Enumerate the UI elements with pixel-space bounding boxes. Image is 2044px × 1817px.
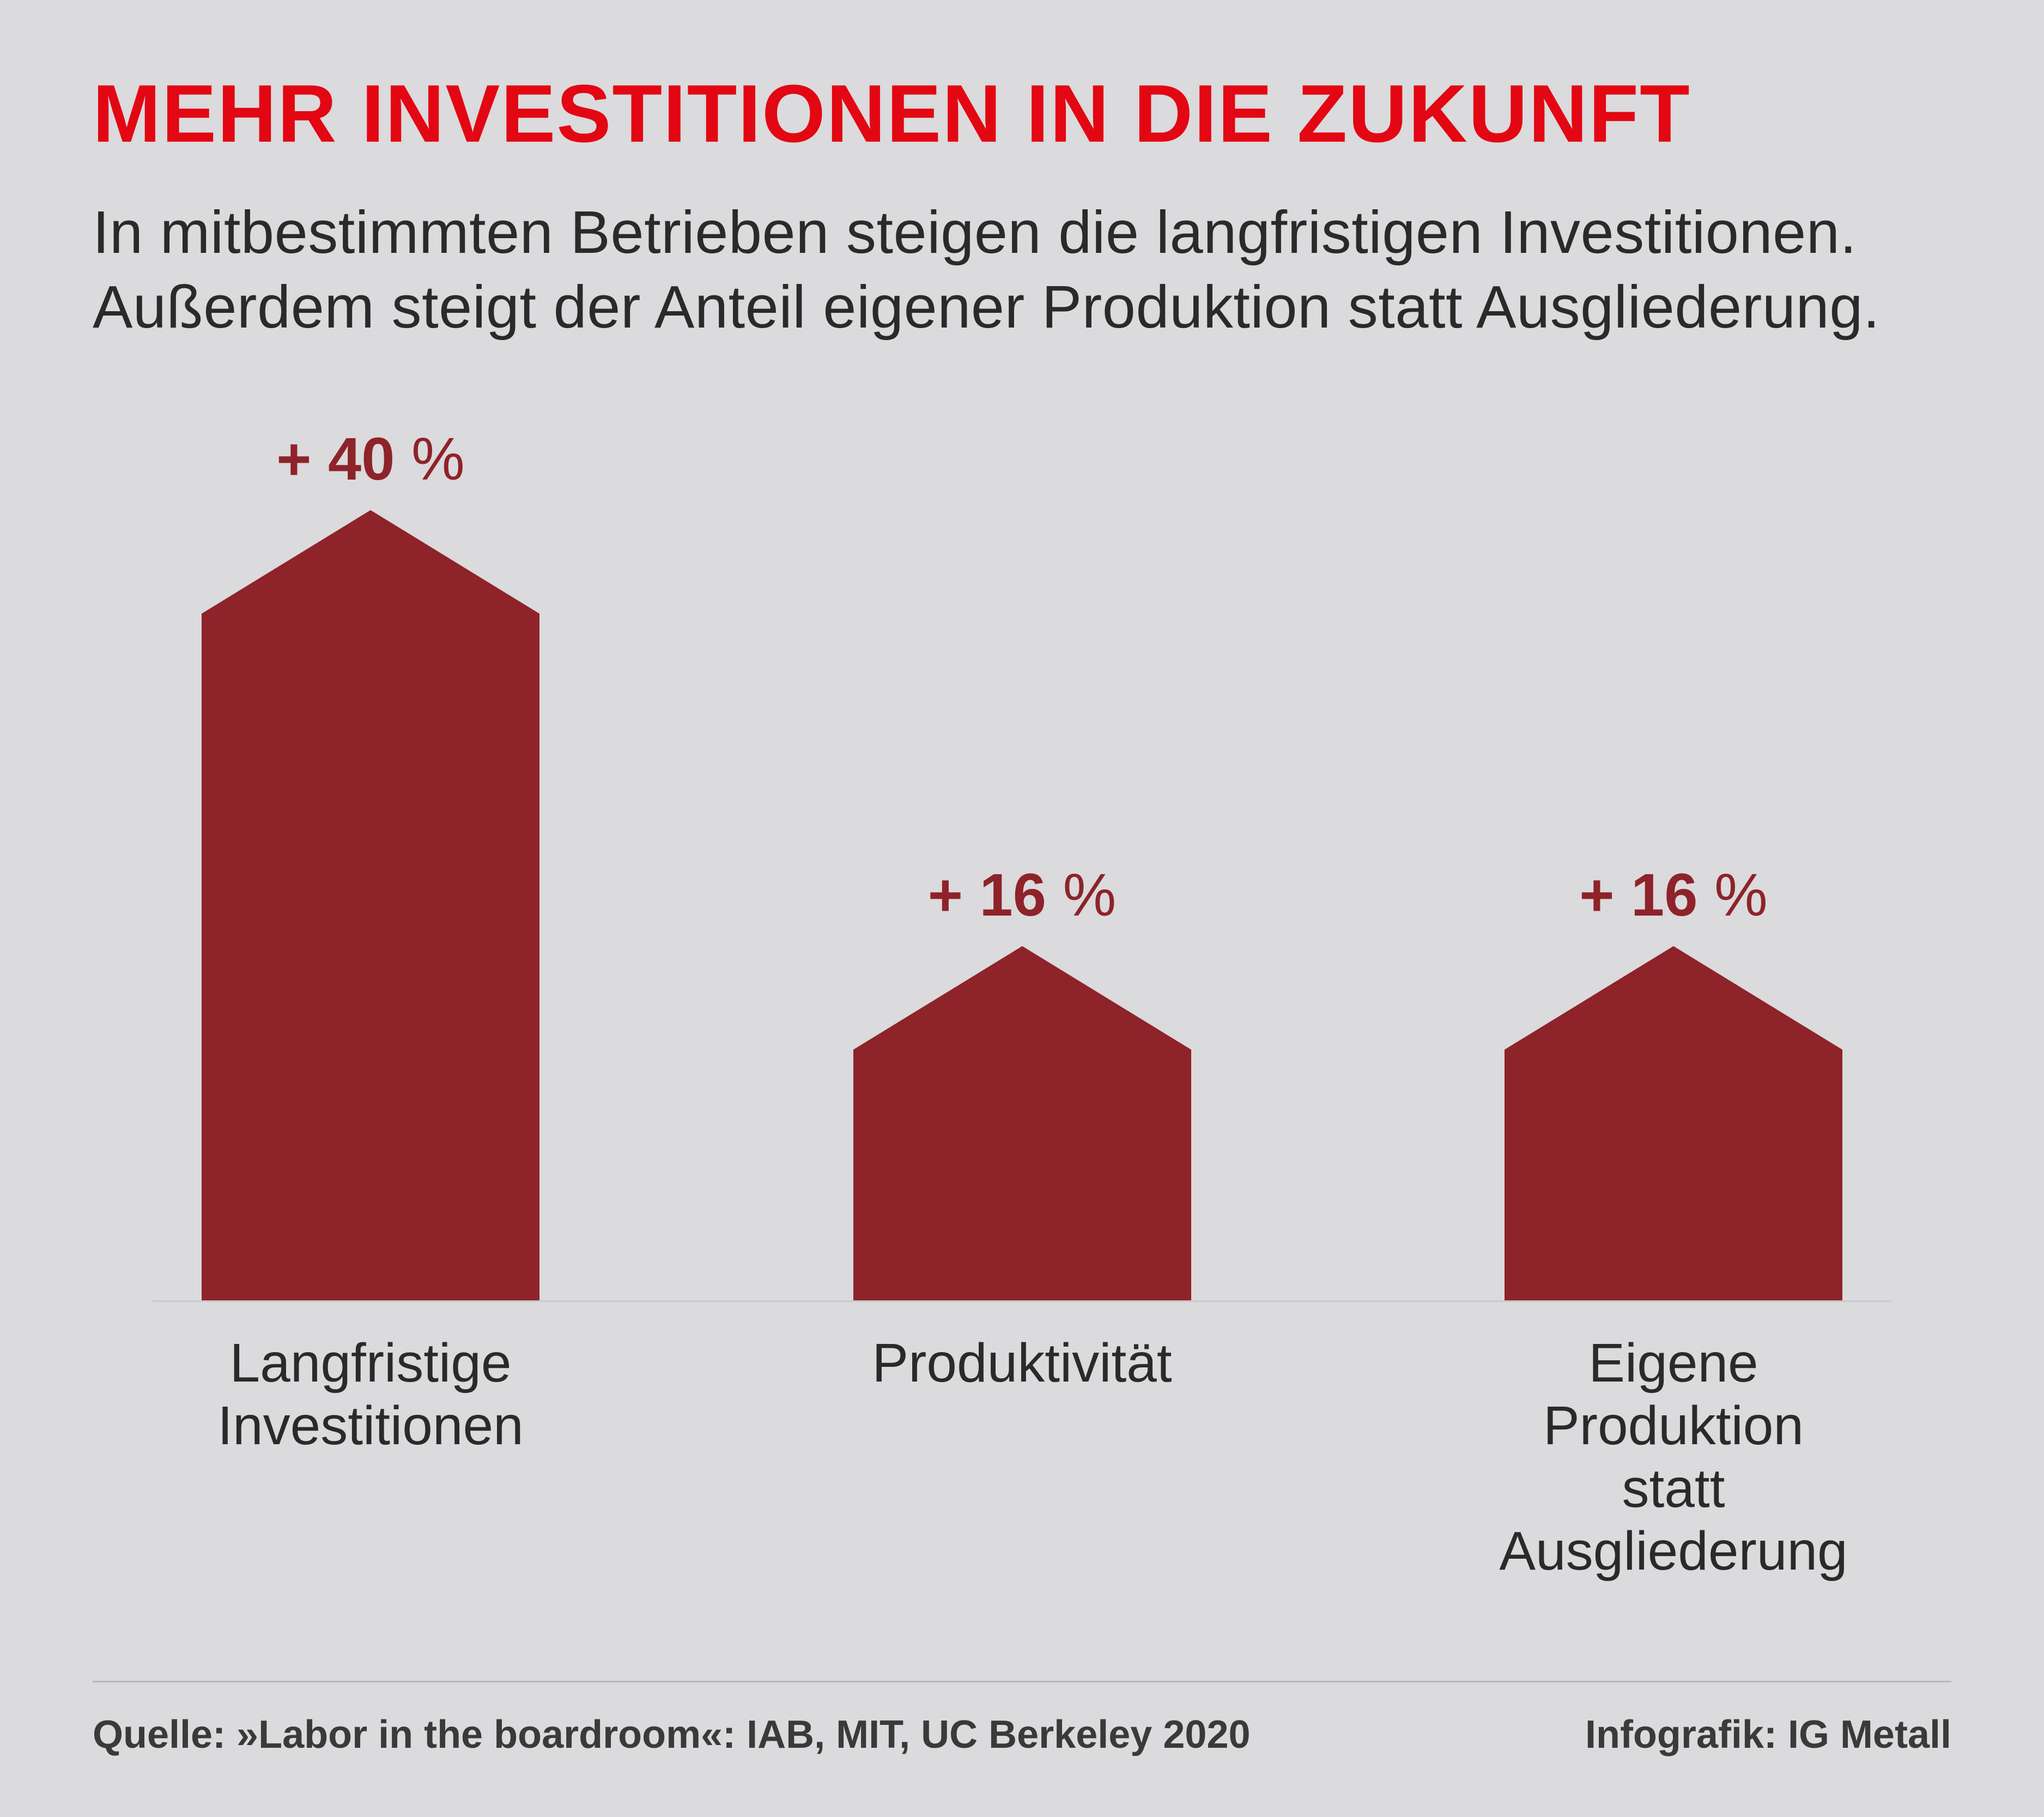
bar-value-percent-1: % bbox=[1046, 862, 1116, 929]
bar-value-number-0: + 40 bbox=[276, 426, 395, 493]
bar-value-2: + 16 % bbox=[1579, 861, 1768, 930]
bar-value-1: + 16 % bbox=[928, 861, 1117, 930]
bar-col-1: + 16 % bbox=[804, 861, 1240, 1300]
bars-row: + 40 % + 16 % + 16 % bbox=[153, 385, 1891, 1302]
house-icon bbox=[853, 946, 1191, 1300]
house-icon bbox=[1505, 946, 1842, 1300]
bar-col-2: + 16 % bbox=[1455, 861, 1891, 1300]
bar-value-number-1: + 16 bbox=[928, 862, 1046, 929]
page-title: MEHR INVESTITIONEN IN DIE ZUKUNFT bbox=[93, 71, 1951, 157]
credit-text: Infografik: IG Metall bbox=[1585, 1712, 1951, 1757]
bar-value-number-2: + 16 bbox=[1579, 862, 1697, 929]
footer: Quelle: »Labor in the boardroom«: IAB, M… bbox=[93, 1681, 1951, 1757]
chart-area: + 40 % + 16 % + 16 % Langfristige Invest… bbox=[93, 367, 1951, 1583]
infographic-frame: MEHR INVESTITIONEN IN DIE ZUKUNFT In mit… bbox=[0, 0, 2044, 1817]
bar-value-0: + 40 % bbox=[276, 425, 465, 494]
bar-value-percent-2: % bbox=[1697, 862, 1767, 929]
source-text: Quelle: »Labor in the boardroom«: IAB, M… bbox=[93, 1712, 1251, 1757]
page-subtitle: In mitbestimmten Betrieben steigen die l… bbox=[93, 195, 1951, 345]
axis-label-1: Produktivität bbox=[804, 1332, 1240, 1583]
bar-col-0: + 40 % bbox=[153, 425, 589, 1300]
axis-label-0: Langfristige Investitionen bbox=[153, 1332, 589, 1583]
house-icon bbox=[202, 510, 539, 1300]
bar-value-percent-0: % bbox=[395, 426, 464, 493]
axis-label-2: Eigene Produktion statt Ausgliederung bbox=[1455, 1332, 1891, 1583]
labels-row: Langfristige Investitionen Produktivität… bbox=[153, 1332, 1891, 1583]
